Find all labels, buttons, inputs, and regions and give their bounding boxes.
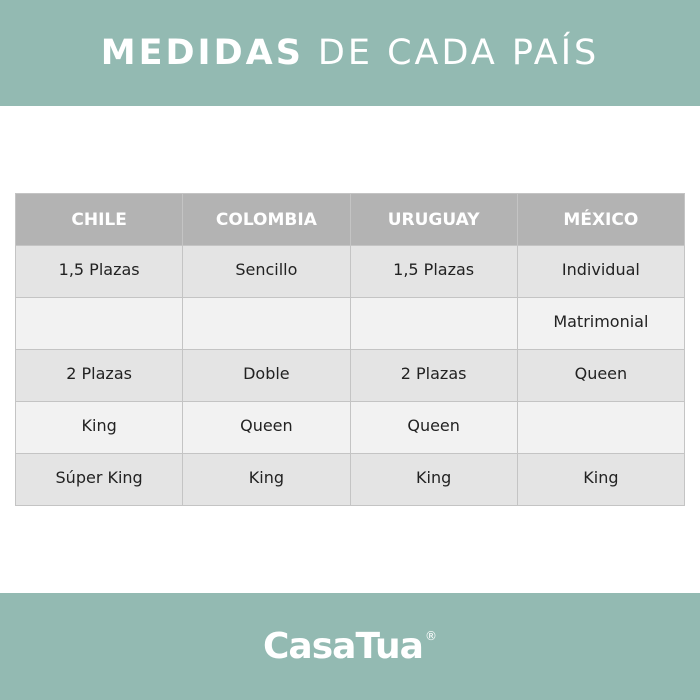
table-cell: King xyxy=(516,453,686,506)
table-row: King Queen Queen xyxy=(14,401,686,454)
table-cell: King xyxy=(349,453,518,506)
table-cell xyxy=(182,297,351,350)
column-header: MÉXICO xyxy=(516,193,686,246)
table-row: 1,5 Plazas Sencillo 1,5 Plazas Individual xyxy=(14,245,686,298)
table-row: Súper King King King King xyxy=(14,453,686,506)
table-cell xyxy=(516,401,686,454)
column-header: URUGUAY xyxy=(349,193,518,246)
table-header-row: CHILE COLOMBIA URUGUAY MÉXICO xyxy=(14,193,686,246)
column-header: COLOMBIA xyxy=(182,193,351,246)
title-banner: MEDIDAS DE CADA PAÍS xyxy=(0,0,700,106)
registered-mark: ® xyxy=(424,629,437,643)
footer-banner: CasaTua ® xyxy=(0,593,700,700)
table-cell: Sencillo xyxy=(182,245,351,298)
casatua-logo: CasaTua xyxy=(263,626,424,667)
table-cell: 1,5 Plazas xyxy=(349,245,518,298)
table-cell: King xyxy=(14,401,184,454)
table-cell: Matrimonial xyxy=(516,297,686,350)
title-bold: MEDIDAS xyxy=(100,33,304,73)
column-header: CHILE xyxy=(14,193,184,246)
table-cell: Queen xyxy=(516,349,686,402)
table-cell: Queen xyxy=(182,401,351,454)
title-light: DE CADA PAÍS xyxy=(317,33,600,73)
table-row: 2 Plazas Doble 2 Plazas Queen xyxy=(14,349,686,402)
table-cell: Queen xyxy=(349,401,518,454)
table-cell: 1,5 Plazas xyxy=(14,245,184,298)
table-cell: Doble xyxy=(182,349,351,402)
table-cell xyxy=(349,297,518,350)
table-cell: 2 Plazas xyxy=(349,349,518,402)
table-cell xyxy=(14,297,184,350)
table-cell: 2 Plazas xyxy=(14,349,184,402)
table-row: Matrimonial xyxy=(14,297,686,350)
table-cell: Súper King xyxy=(14,453,184,506)
table-cell: King xyxy=(182,453,351,506)
table-cell: Individual xyxy=(516,245,686,298)
size-comparison-table: CHILE COLOMBIA URUGUAY MÉXICO 1,5 Plazas… xyxy=(14,193,686,506)
